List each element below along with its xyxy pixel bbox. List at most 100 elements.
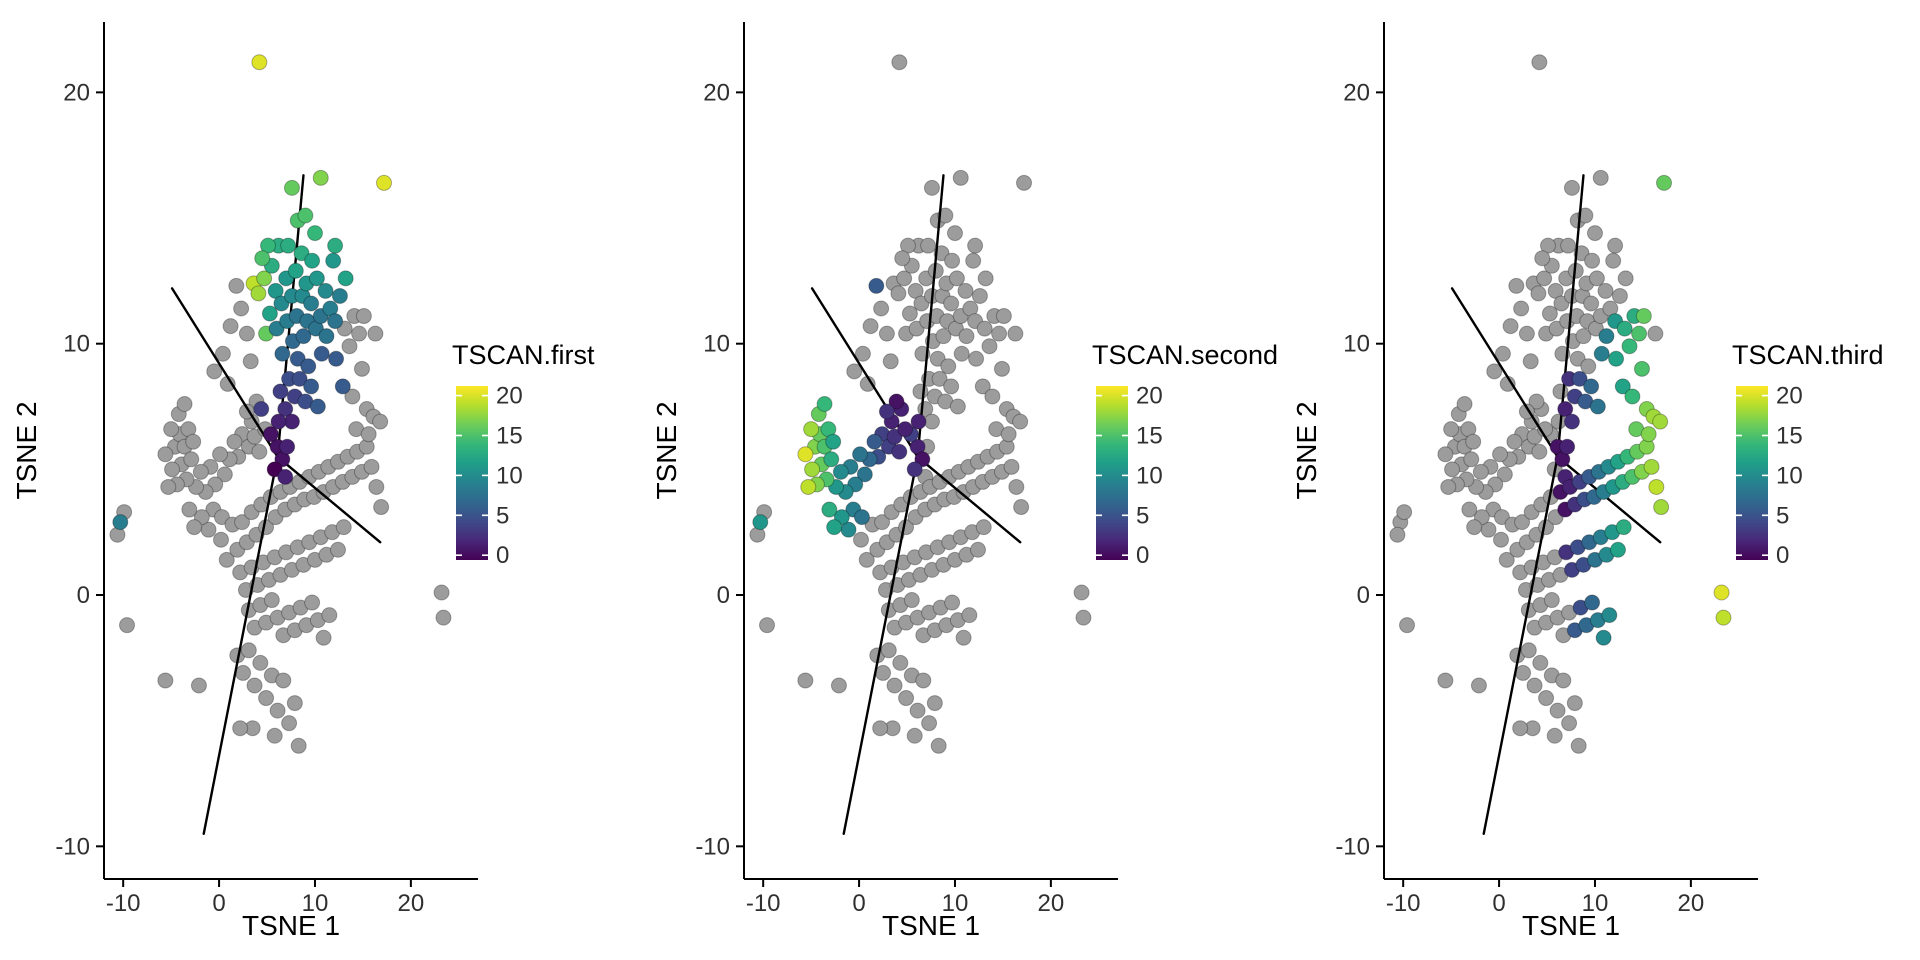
data-point — [304, 594, 321, 611]
gray-points-layer — [749, 54, 1092, 754]
data-point — [968, 350, 985, 367]
data-point — [955, 629, 972, 646]
data-point — [993, 360, 1010, 377]
data-point — [984, 388, 1001, 405]
x-tick-label: 0 — [1492, 890, 1505, 917]
data-point — [181, 501, 198, 518]
data-point — [816, 396, 833, 413]
data-point — [1611, 287, 1628, 304]
data-point — [832, 463, 849, 480]
data-point — [1640, 426, 1657, 443]
data-point — [262, 426, 279, 443]
data-point — [958, 328, 975, 345]
data-point — [334, 378, 351, 395]
data-point — [852, 446, 869, 463]
data-point — [277, 468, 294, 485]
data-point — [268, 320, 285, 337]
data-point — [891, 54, 908, 71]
data-point — [853, 509, 870, 526]
trajectory-segment — [842, 455, 919, 835]
colorbar-tick-label: 15 — [1776, 422, 1803, 449]
colorbar-tick-label: 15 — [496, 422, 523, 449]
data-point — [254, 250, 271, 267]
data-point — [946, 225, 963, 242]
data-point — [157, 672, 174, 689]
data-point — [1531, 54, 1548, 71]
trajectory-segment — [1556, 455, 1662, 544]
data-point — [1569, 350, 1586, 367]
data-point — [1514, 514, 1531, 531]
data-point — [1538, 690, 1555, 707]
y-tick-label: 0 — [1357, 582, 1370, 609]
x-tick-label: 0 — [852, 890, 865, 917]
data-point — [906, 727, 923, 744]
data-point — [1440, 478, 1457, 495]
colorbar-tick-label: 20 — [1776, 383, 1803, 410]
data-point — [1506, 433, 1523, 450]
y-tick-label: 10 — [1343, 331, 1370, 358]
data-point — [1075, 609, 1092, 626]
data-point — [367, 325, 384, 342]
y-tick-label: -10 — [695, 833, 730, 860]
data-point — [1557, 401, 1574, 418]
data-point — [218, 551, 235, 568]
data-point — [273, 295, 290, 312]
data-point — [1492, 446, 1509, 463]
data-point — [1652, 413, 1669, 430]
data-point — [1570, 737, 1587, 754]
data-point — [1547, 282, 1564, 299]
data-point — [1443, 421, 1460, 438]
data-point — [826, 519, 843, 536]
y-tick-label: 0 — [717, 582, 730, 609]
data-point — [315, 629, 332, 646]
trajectory-segment — [170, 287, 279, 458]
data-point — [280, 237, 297, 254]
data-point — [1713, 584, 1730, 601]
data-point — [886, 428, 903, 445]
data-point — [321, 607, 338, 624]
data-point — [821, 501, 838, 518]
data-point — [1492, 531, 1509, 548]
data-point — [256, 270, 273, 287]
data-point — [854, 345, 871, 362]
data-point — [242, 353, 259, 370]
data-point — [1577, 207, 1594, 224]
data-point — [275, 672, 292, 689]
data-point — [797, 446, 814, 463]
axes: -10 0 10 20 -10 0 10 20 TSNE 1 TSNE 2 — [11, 22, 478, 941]
data-point — [1012, 413, 1029, 430]
data-point — [1566, 695, 1583, 712]
data-point — [1518, 325, 1535, 342]
data-point — [1559, 438, 1576, 455]
data-point — [892, 654, 909, 671]
data-point — [327, 313, 344, 330]
data-point — [112, 514, 129, 531]
gray-points-layer — [109, 277, 452, 754]
data-point — [1633, 360, 1650, 377]
data-point — [1656, 174, 1673, 191]
data-point — [957, 282, 974, 299]
data-point — [258, 690, 275, 707]
data-point — [1563, 413, 1580, 430]
colorbar-tick-label: 0 — [496, 542, 509, 569]
data-point — [1549, 702, 1566, 719]
data-point — [290, 737, 307, 754]
data-point — [1571, 370, 1588, 387]
data-point — [912, 383, 929, 400]
x-tick-label: 20 — [398, 890, 425, 917]
data-point — [1530, 285, 1547, 302]
data-point — [967, 237, 984, 254]
data-point — [279, 438, 296, 455]
colorbar — [1096, 386, 1128, 560]
data-point — [281, 715, 298, 732]
data-point — [759, 617, 776, 634]
data-point — [226, 433, 243, 450]
data-point — [1389, 526, 1406, 543]
data-point — [277, 401, 294, 418]
legend-title: TSCAN.second — [1092, 340, 1278, 370]
data-point — [373, 499, 390, 516]
data-point — [1465, 433, 1482, 450]
data-point — [878, 403, 895, 420]
data-point — [335, 519, 352, 536]
data-point — [752, 514, 769, 531]
